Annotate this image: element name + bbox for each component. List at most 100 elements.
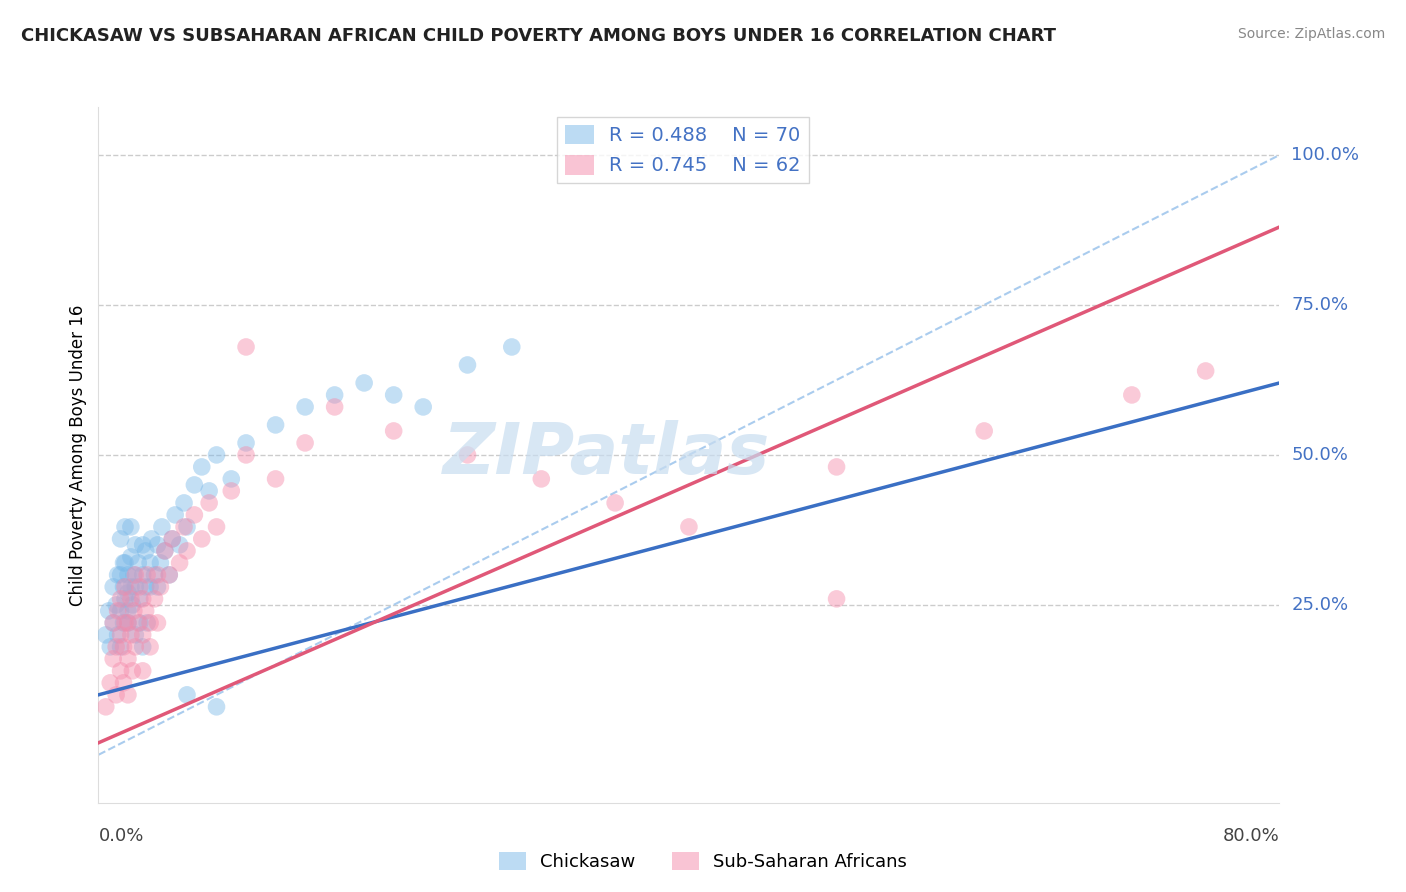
Point [162, 532, 183, 546]
Point [219, 472, 242, 486]
Point [169, 538, 191, 552]
Point [198, 483, 221, 498]
Text: 75.0%: 75.0% [1291, 296, 1348, 314]
Point [141, 532, 163, 546]
Point [150, 520, 173, 534]
Point [825, 591, 848, 606]
Point [143, 567, 166, 582]
Point [412, 400, 434, 414]
Point [235, 448, 257, 462]
Point [157, 567, 180, 582]
Point [139, 556, 162, 570]
Point [323, 388, 346, 402]
Point [146, 580, 169, 594]
Point [112, 640, 135, 654]
Point [294, 436, 316, 450]
Point [162, 532, 183, 546]
Point [173, 520, 195, 534]
Point [183, 478, 205, 492]
Text: CHICKASAW VS SUBSAHARAN AFRICAN CHILD POVERTY AMONG BOYS UNDER 16 CORRELATION CH: CHICKASAW VS SUBSAHARAN AFRICAN CHILD PO… [21, 27, 1056, 45]
Point [157, 567, 180, 582]
Point [1121, 388, 1143, 402]
Point [128, 615, 150, 630]
Point [120, 520, 142, 534]
Y-axis label: Child Poverty Among Boys Under 16: Child Poverty Among Boys Under 16 [69, 304, 87, 606]
Text: 0.0%: 0.0% [98, 827, 143, 845]
Point [132, 664, 155, 678]
Point [120, 549, 142, 564]
Point [105, 688, 128, 702]
Point [107, 628, 129, 642]
Point [124, 538, 146, 552]
Point [103, 615, 125, 630]
Point [382, 388, 405, 402]
Point [136, 615, 159, 630]
Point [456, 448, 478, 462]
Point [120, 580, 142, 594]
Point [110, 664, 132, 678]
Point [132, 538, 155, 552]
Point [183, 508, 205, 522]
Point [139, 615, 162, 630]
Point [114, 615, 136, 630]
Point [124, 628, 146, 642]
Point [124, 580, 146, 594]
Point [110, 532, 132, 546]
Point [135, 580, 157, 594]
Point [127, 556, 149, 570]
Point [173, 496, 195, 510]
Point [117, 615, 139, 630]
Point [120, 591, 142, 606]
Point [103, 652, 125, 666]
Point [124, 640, 146, 654]
Point [205, 448, 228, 462]
Point [825, 459, 848, 474]
Point [117, 604, 139, 618]
Point [114, 591, 136, 606]
Point [191, 459, 214, 474]
Point [128, 580, 150, 594]
Point [112, 676, 135, 690]
Point [110, 567, 132, 582]
Point [149, 556, 172, 570]
Point [110, 604, 132, 618]
Text: 80.0%: 80.0% [1223, 827, 1279, 845]
Point [114, 556, 136, 570]
Point [128, 591, 150, 606]
Point [191, 532, 214, 546]
Point [120, 628, 142, 642]
Point [94, 699, 117, 714]
Text: 25.0%: 25.0% [1291, 596, 1348, 614]
Point [110, 640, 132, 654]
Point [353, 376, 375, 390]
Point [112, 580, 135, 594]
Point [97, 604, 120, 618]
Text: 100.0%: 100.0% [1291, 146, 1360, 164]
Point [117, 567, 139, 582]
Point [112, 615, 135, 630]
Point [146, 567, 169, 582]
Point [176, 544, 198, 558]
Point [146, 615, 169, 630]
Point [530, 472, 553, 486]
Point [605, 496, 627, 510]
Point [121, 664, 143, 678]
Point [110, 628, 132, 642]
Point [139, 580, 162, 594]
Point [678, 520, 700, 534]
Point [973, 424, 995, 438]
Point [198, 496, 221, 510]
Point [132, 591, 155, 606]
Point [143, 591, 166, 606]
Point [132, 640, 155, 654]
Point [205, 520, 228, 534]
Text: Source: ZipAtlas.com: Source: ZipAtlas.com [1237, 27, 1385, 41]
Point [132, 567, 155, 582]
Point [219, 483, 242, 498]
Point [501, 340, 523, 354]
Point [112, 556, 135, 570]
Point [122, 604, 145, 618]
Point [264, 417, 287, 432]
Point [117, 688, 139, 702]
Point [135, 544, 157, 558]
